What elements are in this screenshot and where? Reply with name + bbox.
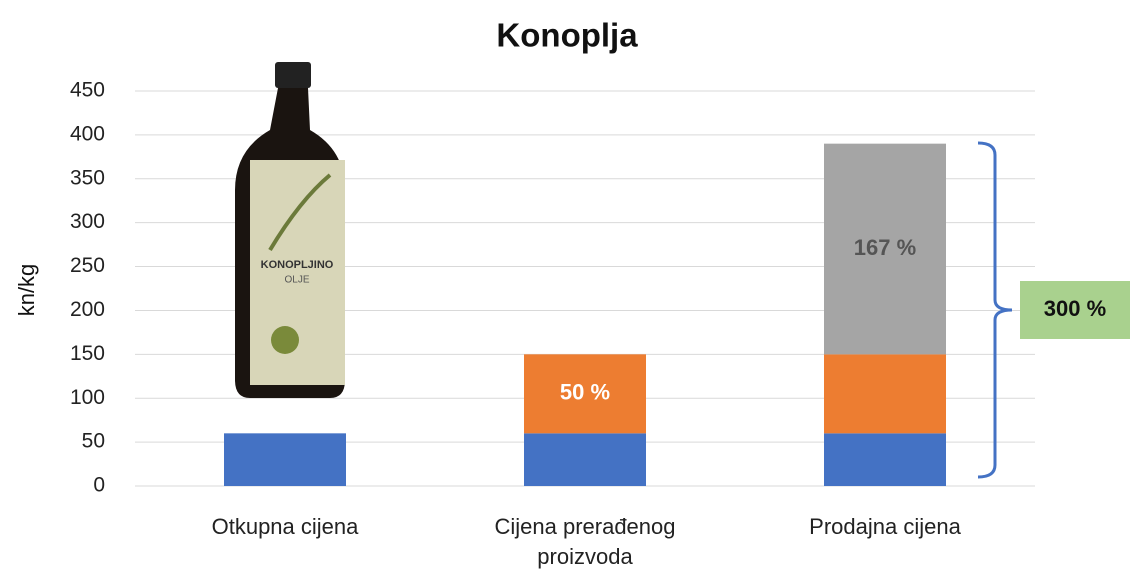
y-tick-label: 450 (70, 79, 105, 102)
y-tick-label: 250 (70, 254, 105, 277)
bar-segment (224, 433, 346, 486)
y-tick-label: 300 (70, 210, 105, 233)
svg-text:KONOPLJINO: KONOPLJINO (261, 259, 334, 271)
y-tick-label: 150 (70, 342, 105, 365)
bar-segment (824, 354, 946, 433)
y-axis-label: kn/kg (14, 264, 39, 317)
y-tick-label: 400 (70, 122, 105, 145)
y-tick-label: 100 (70, 386, 105, 409)
x-tick-label: Otkupna cijena (175, 512, 395, 542)
svg-text:OLJE: OLJE (284, 275, 309, 286)
annotation: 300 % (1044, 296, 1106, 321)
bar-segment (824, 433, 946, 486)
annotation: 167 % (854, 235, 916, 260)
chart: Konoplja kn/kg 0 50 100 150 200 250 300 350 400 4… (0, 0, 1135, 573)
x-tick-label: Prodajna cijena (775, 512, 995, 542)
y-tick-label: 350 (70, 166, 105, 189)
x-tick-label: Cijena prerađenog proizvoda (475, 512, 695, 572)
page: Konoplja kn/kg 0 50 100 150 200 250 300 350 400 4… (0, 0, 1135, 573)
y-tick-label: 50 (82, 430, 105, 453)
bottle: KONOPLJINO OLJE (235, 62, 345, 398)
y-tick-label: 200 (70, 298, 105, 321)
annotation: 50 % (560, 380, 610, 405)
y-tick-label: 0 (93, 474, 105, 497)
chart-title: Konoplja (496, 17, 638, 54)
bar-segment (524, 433, 646, 486)
